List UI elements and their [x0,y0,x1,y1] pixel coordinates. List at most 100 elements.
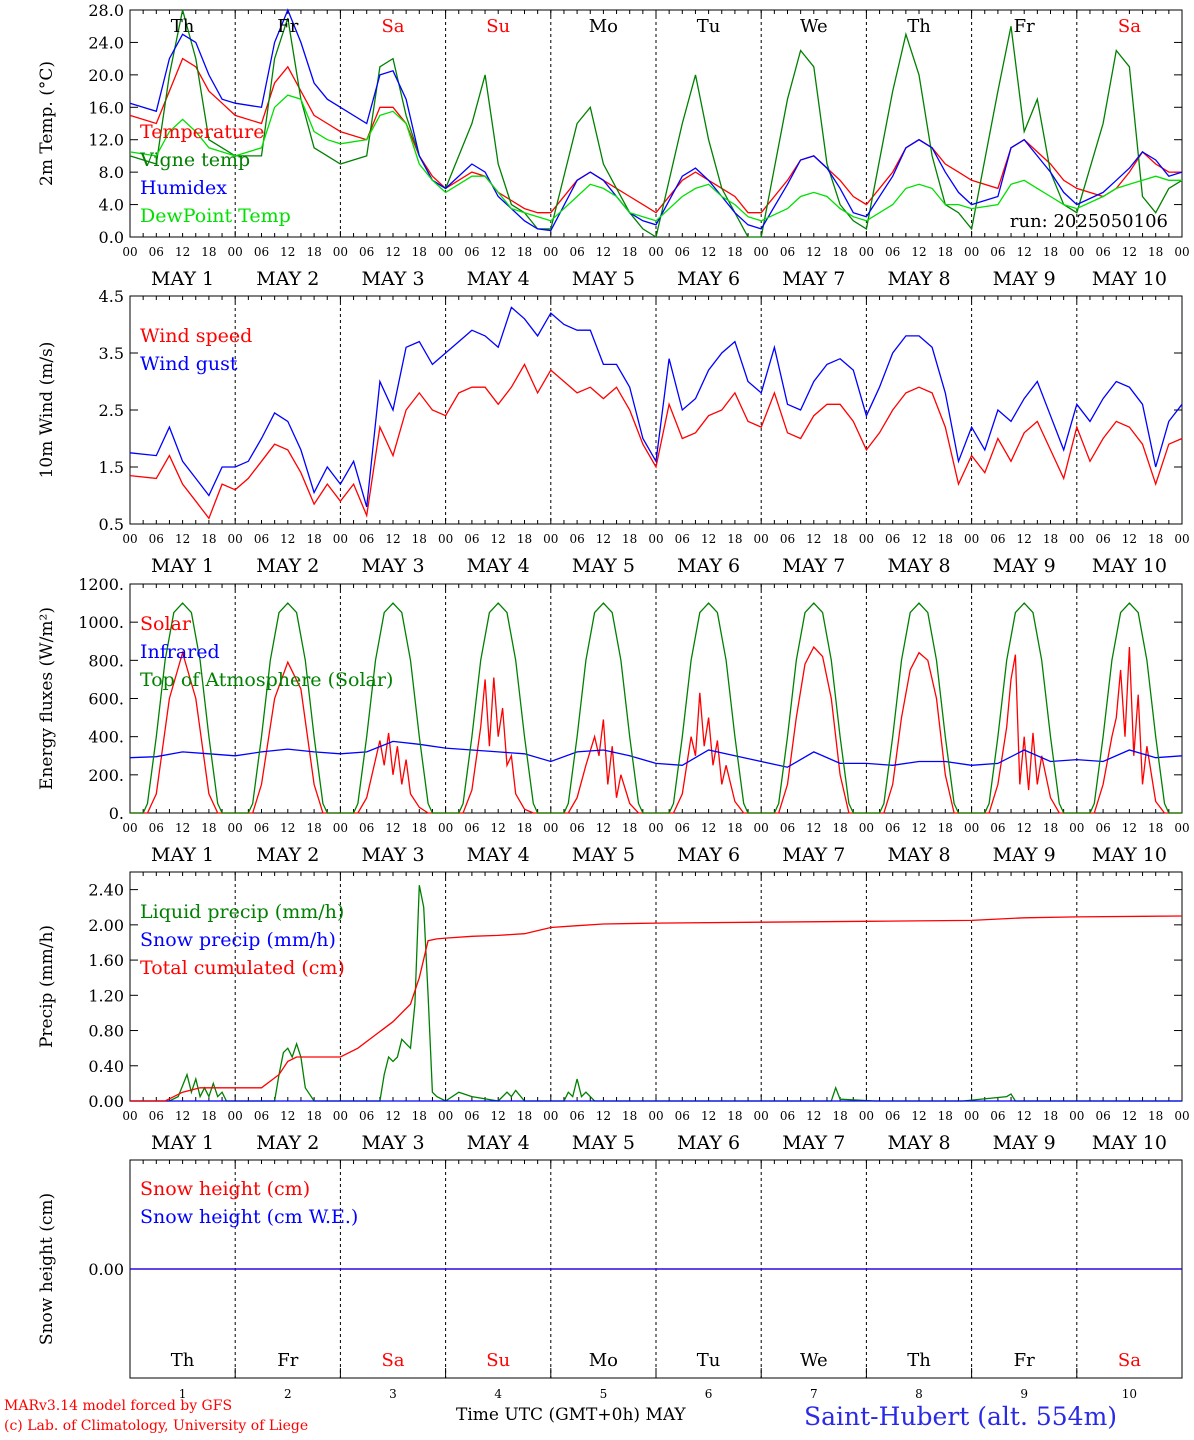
date-label: MAY 4 [467,555,530,577]
y-axis-label: 2m Temp. (°C) [37,61,57,186]
hour-label: 18 [517,532,532,546]
hour-label: 00 [648,245,663,259]
legend-entry: Humidex [140,177,227,199]
hour-label: 12 [175,1109,190,1123]
hour-label: 18 [938,245,953,259]
hour-label: 00 [228,245,243,259]
hour-label: 18 [201,821,216,835]
series-line-3 [130,915,1183,1102]
model-credit: MARv3.14 model forced by GFS [4,1398,233,1414]
hour-label: 00 [228,532,243,546]
hour-label: 12 [911,245,926,259]
hour-label: 00 [859,1109,874,1123]
y-axis-label: Snow height (cm) [37,1193,57,1345]
hour-label: 18 [727,245,742,259]
hour-label: 12 [385,821,400,835]
y-tick-label: 1200. [78,575,124,594]
hour-label: 18 [201,1109,216,1123]
hour-label: 06 [885,821,900,835]
weekday-label: Fr [277,1350,298,1371]
date-label: MAY 10 [1092,844,1167,866]
weekday-label: Fr [1014,16,1035,37]
y-tick-label: 0.0 [99,228,124,247]
hour-label: 06 [780,1109,795,1123]
legend-entry: Snow precip (mm/h) [140,929,336,951]
hour-label: 00 [1069,532,1084,546]
date-label: MAY 4 [467,844,530,866]
hour-label: 12 [806,532,821,546]
hour-label: 06 [359,1109,374,1123]
hour-label: 18 [832,245,847,259]
date-label: MAY 5 [572,268,635,290]
hour-label: 00 [543,245,558,259]
hour-label: 18 [1148,245,1163,259]
hour-label: 06 [990,821,1005,835]
hour-label: 18 [938,821,953,835]
date-label: MAY 2 [256,844,319,866]
hour-label: 00 [754,245,769,259]
date-label: MAY 4 [467,1132,530,1154]
hour-label: 00 [1069,1109,1084,1123]
date-label: MAY 7 [782,268,845,290]
hour-label: 00 [648,821,663,835]
hour-label: 18 [201,532,216,546]
date-label: MAY 8 [887,555,950,577]
x-axis-title: Time UTC (GMT+0h) MAY [456,1405,686,1425]
hour-label: 00 [122,245,137,259]
hour-label: 00 [1174,1109,1189,1123]
y-tick-label: 20.0 [88,66,124,85]
series-line-1 [129,57,1182,214]
legend-entry: Infrared [140,641,220,663]
hour-label: 18 [306,245,321,259]
y-tick-label: 3.5 [99,344,124,363]
date-label: MAY 9 [993,1132,1056,1154]
hour-label: 18 [1043,532,1058,546]
hour-label: 12 [701,821,716,835]
hour-label: 00 [1174,821,1189,835]
hour-label: 00 [859,532,874,546]
y-tick-label: 1.5 [99,458,124,477]
hour-label: 18 [622,821,637,835]
legend-entry: Solar [140,613,192,635]
weekday-label: Th [907,16,931,37]
y-tick-label: 0.80 [88,1022,124,1041]
y-tick-label: 2.40 [88,881,124,900]
hour-label: 12 [911,532,926,546]
hour-label: 12 [280,532,295,546]
series-line-1 [129,362,1183,520]
hour-label: 06 [569,1109,584,1123]
hour-label: 00 [964,821,979,835]
hour-label: 06 [1095,245,1110,259]
hour-label: 18 [412,532,427,546]
weekday-label: Tu [697,16,721,37]
legend-entry: Top of Atmosphere (Solar) [140,669,393,691]
weekday-label: We [800,1350,828,1371]
hour-label: 18 [1043,245,1058,259]
hour-label: 06 [569,532,584,546]
hour-label: 06 [359,532,374,546]
weekday-label: Fr [1014,1350,1035,1371]
date-label: MAY 3 [361,555,424,577]
day-number: 6 [705,1387,713,1401]
hour-label: 12 [806,1109,821,1123]
weekday-label: We [800,16,828,37]
hour-label: 18 [938,1109,953,1123]
hour-label: 18 [938,532,953,546]
hour-label: 18 [832,532,847,546]
hour-label: 00 [754,532,769,546]
hour-label: 12 [491,245,506,259]
series-line-1 [130,645,1182,814]
legend-entry: DewPoint Temp [140,205,291,227]
day-number: 9 [1020,1387,1028,1401]
hour-label: 12 [911,821,926,835]
hour-label: 06 [990,245,1005,259]
hour-label: 12 [596,245,611,259]
hour-label: 06 [885,532,900,546]
date-label: MAY 6 [677,555,740,577]
date-label: MAY 5 [572,1132,635,1154]
hour-label: 00 [228,1109,243,1123]
hour-label: 12 [596,1109,611,1123]
hour-label: 06 [675,821,690,835]
hour-label: 00 [543,1109,558,1123]
hour-label: 18 [1148,1109,1163,1123]
